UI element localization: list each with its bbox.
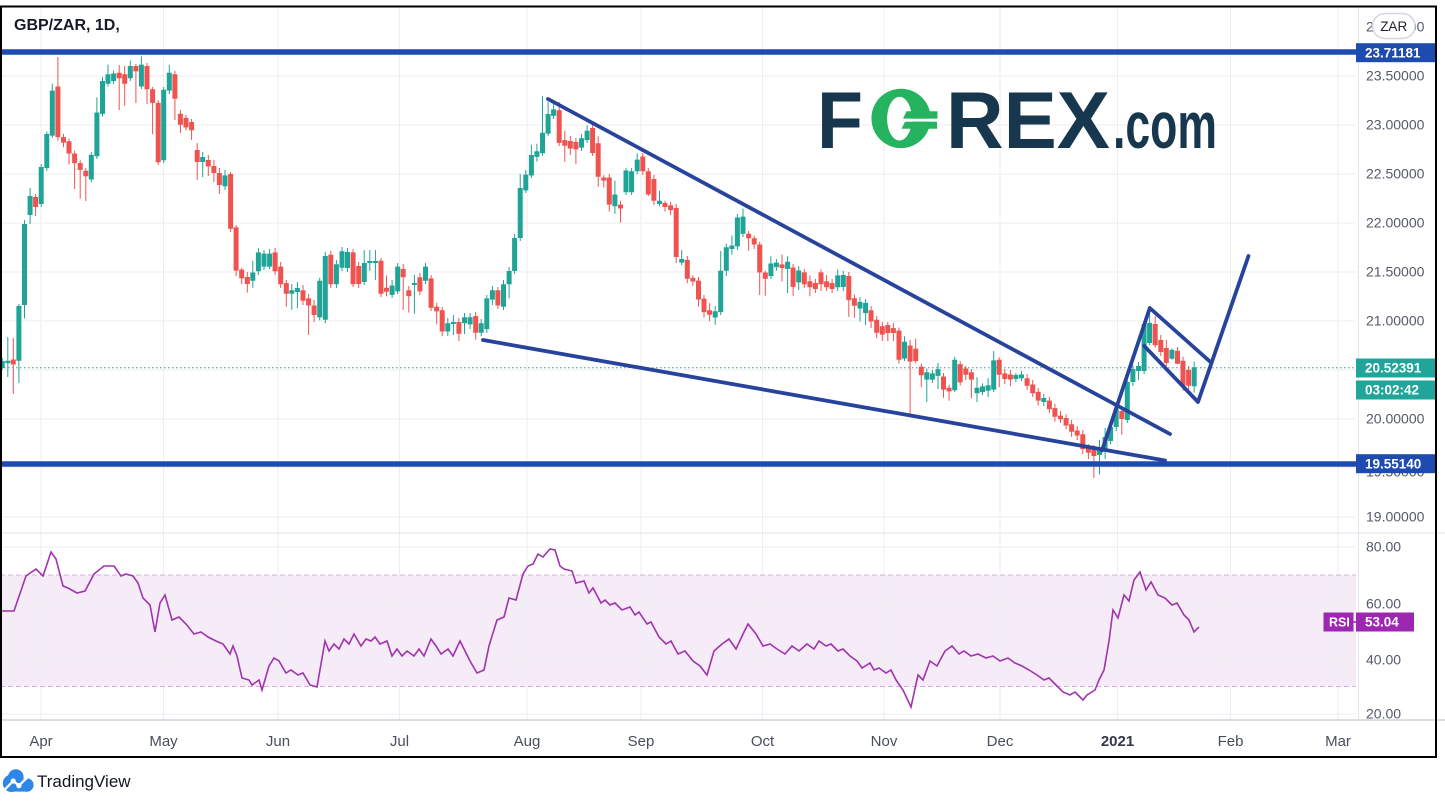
svg-text:22.00000: 22.00000 xyxy=(1366,215,1425,231)
svg-text:23.50000: 23.50000 xyxy=(1366,68,1425,84)
svg-text:20.00000: 20.00000 xyxy=(1366,411,1425,427)
svg-text:Aug: Aug xyxy=(514,733,541,750)
svg-text:80.00: 80.00 xyxy=(1366,539,1401,555)
svg-text:Sep: Sep xyxy=(628,733,655,750)
svg-text:Apr: Apr xyxy=(29,733,52,750)
svg-text:23.00000: 23.00000 xyxy=(1366,117,1425,133)
svg-text:03:02:42: 03:02:42 xyxy=(1365,383,1419,398)
svg-text:2021: 2021 xyxy=(1101,733,1134,750)
svg-text:Feb: Feb xyxy=(1218,733,1244,750)
svg-text:Jul: Jul xyxy=(390,733,409,750)
svg-text:TradingView: TradingView xyxy=(37,772,131,791)
svg-text:22.50000: 22.50000 xyxy=(1366,166,1425,182)
svg-text:40.00: 40.00 xyxy=(1366,652,1401,668)
svg-text:19.55140: 19.55140 xyxy=(1365,456,1421,471)
svg-text:19.00000: 19.00000 xyxy=(1366,509,1425,525)
svg-text:Nov: Nov xyxy=(871,733,898,750)
svg-text:REX: REX xyxy=(946,76,1110,166)
svg-text:23.71181: 23.71181 xyxy=(1365,45,1421,60)
svg-text:.com: .com xyxy=(1113,88,1217,162)
svg-text:Jun: Jun xyxy=(266,733,290,750)
svg-text:60.00: 60.00 xyxy=(1366,596,1401,612)
svg-text:May: May xyxy=(149,733,178,750)
svg-text:GBP/ZAR, 1D,: GBP/ZAR, 1D, xyxy=(14,17,120,34)
svg-text:Oct: Oct xyxy=(751,733,775,750)
svg-text:20.52391: 20.52391 xyxy=(1365,361,1422,376)
svg-text:21.50000: 21.50000 xyxy=(1366,264,1425,280)
svg-text:20.00: 20.00 xyxy=(1366,706,1401,722)
svg-text:RSI: RSI xyxy=(1329,616,1350,630)
svg-text:21.00000: 21.00000 xyxy=(1366,313,1425,329)
svg-text:Mar: Mar xyxy=(1325,733,1351,750)
svg-text:F: F xyxy=(817,76,863,166)
svg-text:53.04: 53.04 xyxy=(1365,615,1399,630)
svg-text:ZAR: ZAR xyxy=(1380,19,1407,34)
svg-text:Dec: Dec xyxy=(987,733,1014,750)
